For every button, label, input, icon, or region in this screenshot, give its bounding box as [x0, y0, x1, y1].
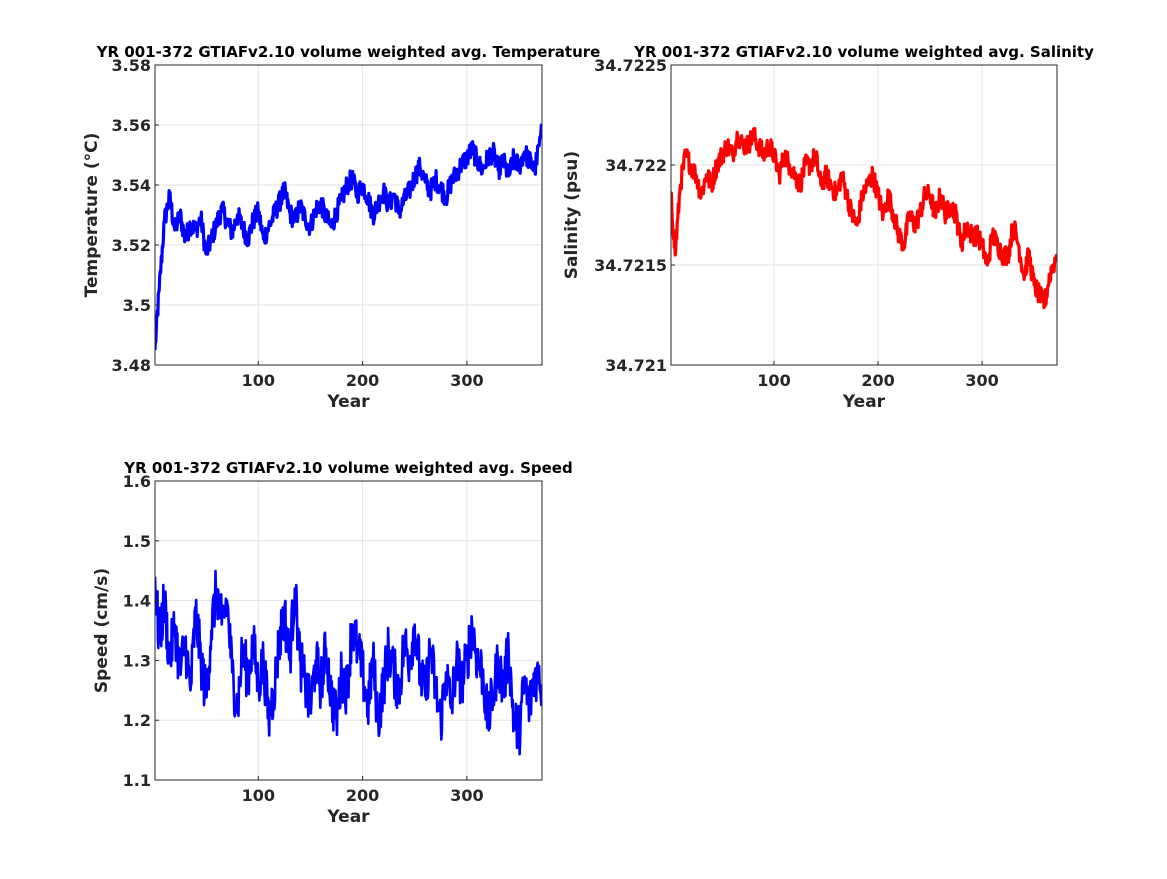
x-tick-label: 300: [450, 786, 483, 805]
chart-title: YR 001-372 GTIAFv2.10 volume weighted av…: [633, 43, 1094, 61]
x-tick-label: 200: [346, 371, 379, 390]
x-tick-label: 100: [757, 371, 790, 390]
y-tick-label: 34.7215: [594, 256, 667, 275]
axes-box: [670, 64, 1058, 366]
chart-panel-1: 100 200 300 3.48 3.5 3.52 3.54 3.56 3.58 Year Temp…: [82, 43, 600, 412]
x-tick-label: 100: [242, 371, 275, 390]
plot-area: [155, 65, 542, 365]
y-tick-label: 3.48: [112, 356, 151, 375]
y-tick-label: 1.5: [123, 532, 151, 551]
y-axis-label: Temperature (°C): [82, 133, 102, 298]
y-tick-label: 34.7225: [594, 56, 667, 75]
x-axis-label: Year: [842, 392, 886, 412]
x-tick-label: 100: [242, 786, 275, 805]
axes-box: [154, 480, 543, 781]
y-tick-label: 3.58: [112, 56, 151, 75]
chart-panel-3: 100 200 300 1.1 1.2 1.3 1.4 1.5 1.6 Year Speed (cm…: [92, 459, 573, 827]
y-axis-label: Salinity (psu): [562, 151, 582, 279]
x-tick-label: 300: [450, 371, 483, 390]
y-tick-label: 3.54: [112, 176, 151, 195]
y-tick-label: 1.3: [123, 651, 151, 670]
y-axis-label: Speed (cm/s): [92, 568, 112, 693]
series-line: [155, 569, 542, 756]
plot-area: [155, 481, 542, 780]
plot-area: [671, 65, 1057, 365]
series-line: [155, 123, 542, 351]
y-tick-label: 3.52: [112, 236, 151, 255]
x-axis-label: Year: [326, 807, 370, 827]
x-tick-label: 200: [861, 371, 894, 390]
series-line: [671, 126, 1057, 310]
chart-title: YR 001-372 GTIAFv2.10 volume weighted av…: [96, 43, 601, 61]
y-tick-label: 1.4: [123, 592, 151, 611]
y-tick-label: 3.56: [112, 116, 151, 135]
chart-title: YR 001-372 GTIAFv2.10 volume weighted av…: [123, 459, 572, 477]
y-tick-label: 1.6: [123, 472, 151, 491]
x-tick-label: 200: [346, 786, 379, 805]
chart-panel-2: 100 200 300 34.721 34.7215 34.722 34.7225 Year S…: [562, 43, 1094, 412]
x-tick-label: 300: [965, 371, 998, 390]
x-axis-label: Year: [326, 392, 370, 412]
axes-box: [154, 64, 543, 366]
y-tick-label: 1.2: [123, 711, 151, 730]
y-tick-label: 34.721: [605, 356, 667, 375]
y-tick-label: 3.5: [123, 296, 151, 315]
y-tick-label: 34.722: [605, 156, 667, 175]
y-tick-label: 1.1: [123, 771, 151, 790]
